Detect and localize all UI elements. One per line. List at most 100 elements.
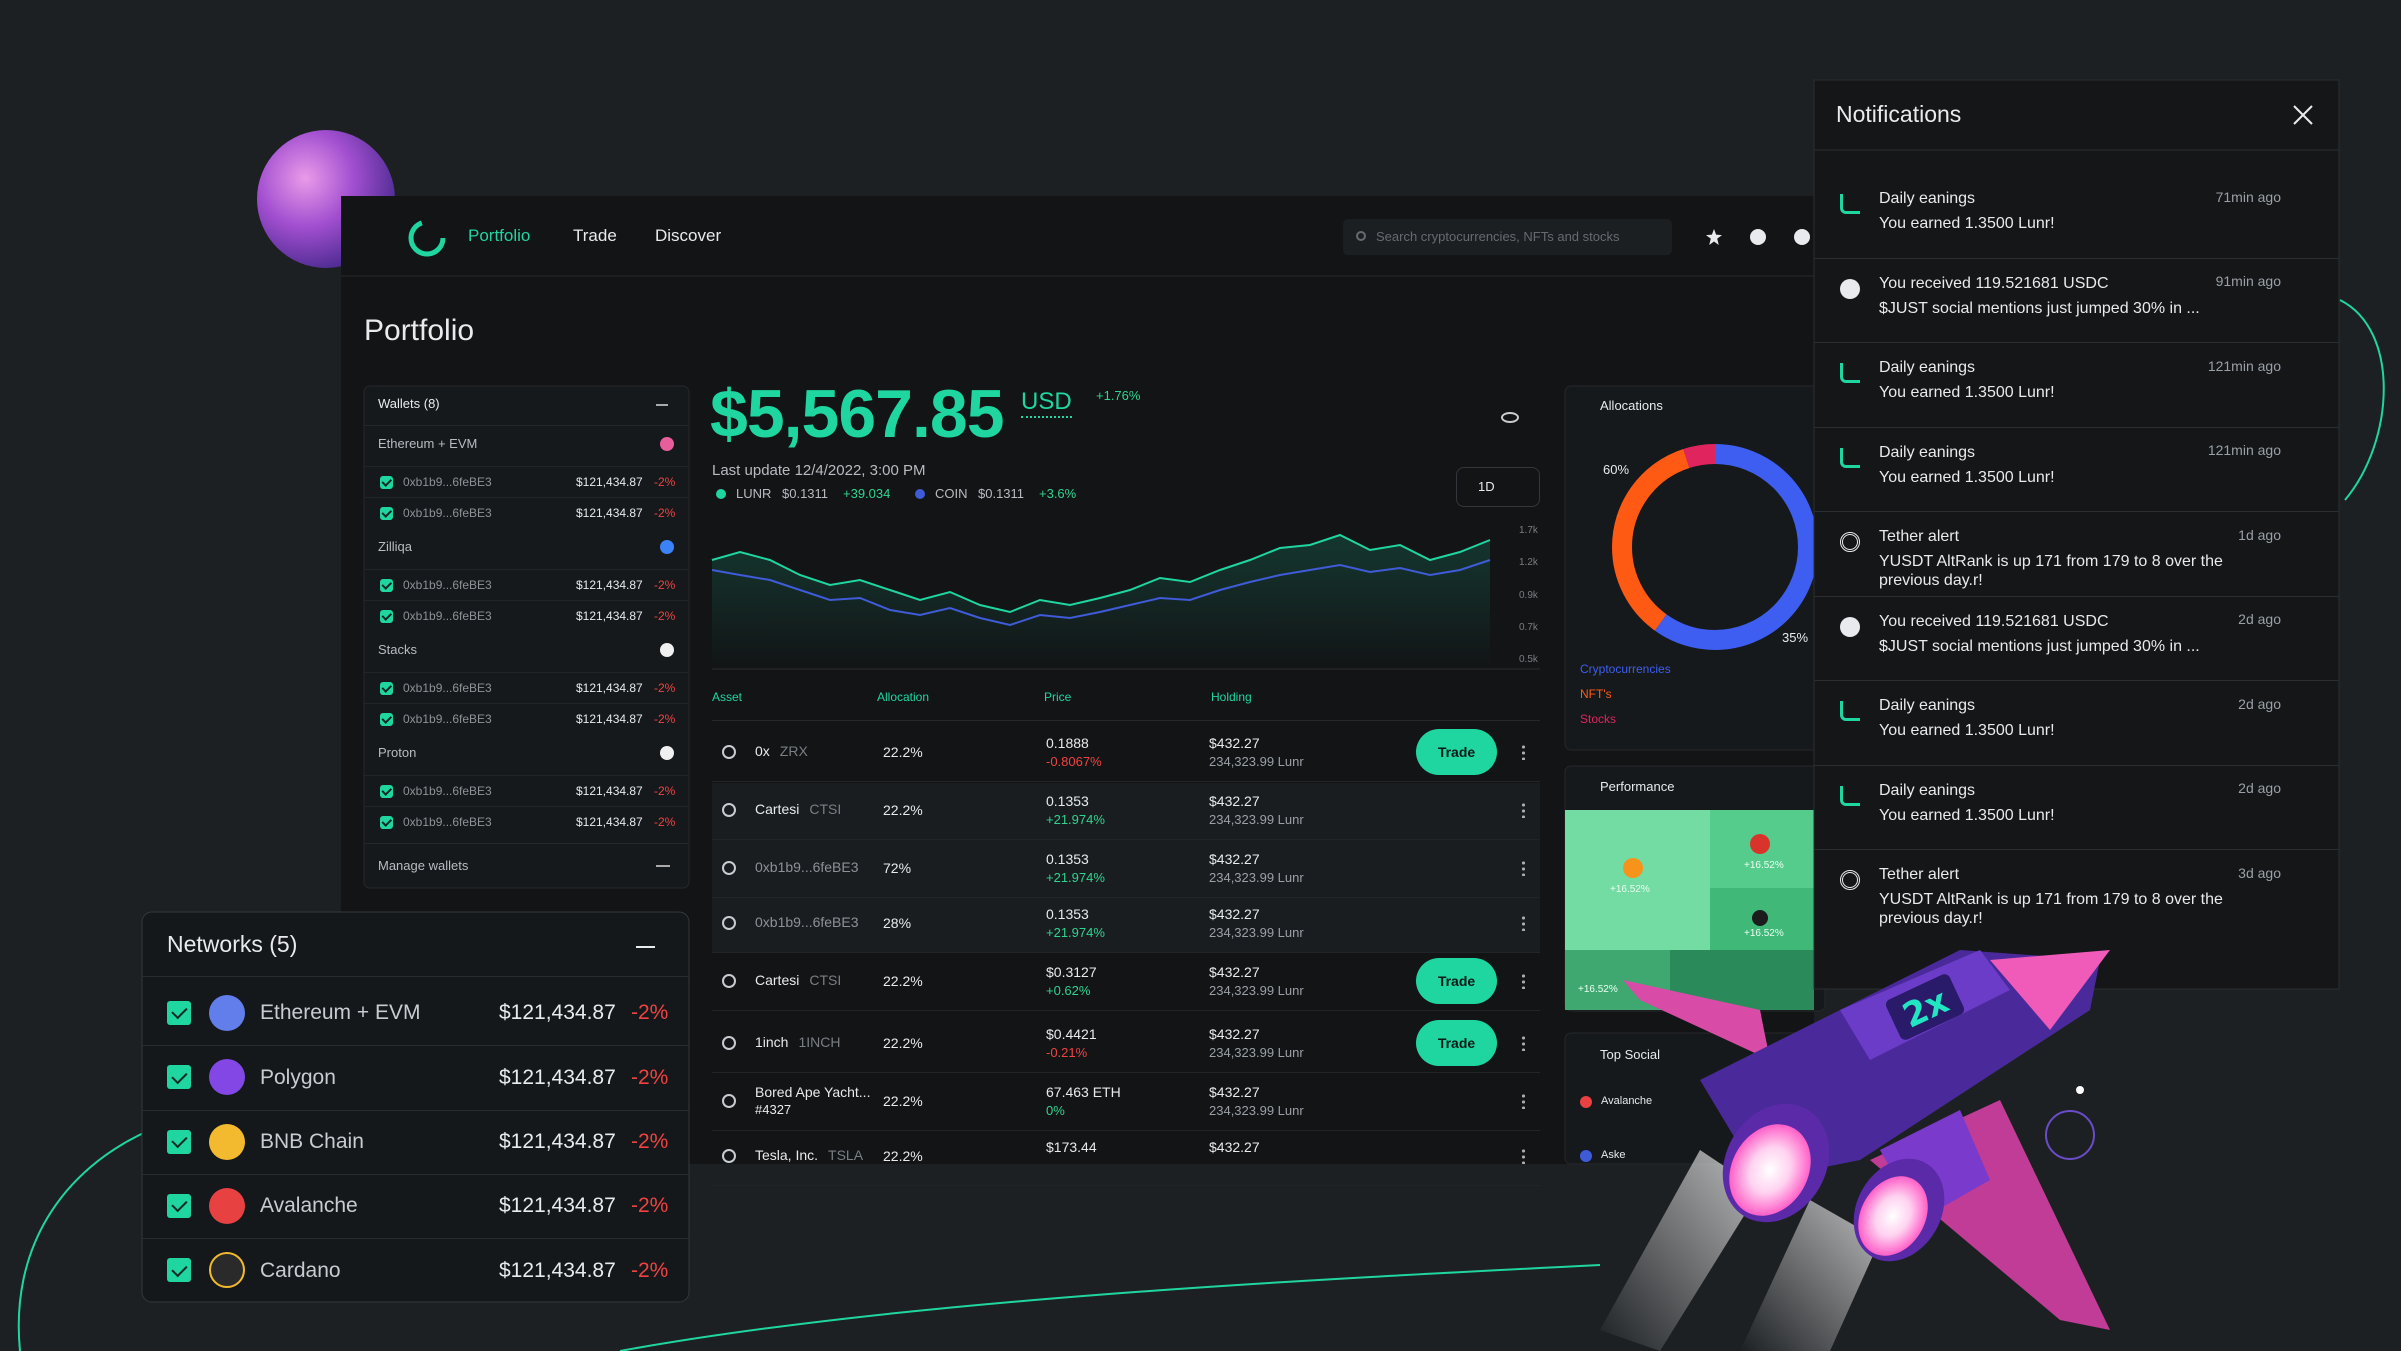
collapse-icon[interactable] bbox=[656, 404, 668, 406]
asset-holding-sub: 234,323.99 Lunr bbox=[1209, 812, 1304, 828]
notification-icon bbox=[1840, 701, 1860, 721]
more-icon[interactable] bbox=[1522, 915, 1525, 931]
checkbox[interactable] bbox=[380, 506, 393, 520]
allocations-title: Allocations bbox=[1600, 398, 1663, 414]
wallet-value: $121,434.87 bbox=[576, 608, 643, 623]
divider bbox=[712, 720, 1540, 721]
trade-label[interactable]: Trade bbox=[1437, 1035, 1476, 1051]
collapse-icon[interactable] bbox=[636, 946, 655, 948]
checkbox[interactable] bbox=[380, 609, 393, 623]
trade-button[interactable]: Trade bbox=[1416, 729, 1497, 775]
divider bbox=[712, 839, 1540, 840]
header-icon[interactable] bbox=[1750, 229, 1766, 245]
more-icon[interactable] bbox=[1522, 973, 1525, 989]
asset-holding-sub: 234,323.99 Lunr bbox=[1209, 870, 1304, 886]
performance-title: Performance bbox=[1600, 779, 1675, 795]
divider bbox=[712, 781, 1540, 782]
legend-price: $0.1311 bbox=[978, 486, 1025, 502]
divider bbox=[364, 806, 689, 807]
asset-name-text: 0x bbox=[755, 743, 770, 759]
allocation-legend: Stocks bbox=[1580, 711, 1617, 726]
checkbox[interactable] bbox=[380, 784, 393, 798]
checkbox[interactable] bbox=[167, 1258, 191, 1283]
nav-item[interactable]: Discover bbox=[655, 225, 722, 245]
network-change: -2% bbox=[631, 1258, 669, 1282]
asset-ticker: TSLA bbox=[828, 1147, 864, 1163]
legend-change: +3.6% bbox=[1039, 486, 1077, 502]
more-icon[interactable] bbox=[1522, 802, 1525, 818]
asset-holding: $432.27 bbox=[1209, 734, 1260, 751]
checkbox[interactable] bbox=[380, 712, 393, 726]
wallet-change: -2% bbox=[654, 474, 676, 489]
asset-name-text: Tesla, Inc. bbox=[755, 1147, 819, 1163]
notification-body: YUSDT AltRank is up 171 from 179 to 8 ov… bbox=[1879, 891, 2223, 928]
sparkle bbox=[2076, 1086, 2084, 1094]
wallet-value: $121,434.87 bbox=[576, 680, 643, 695]
more-icon[interactable] bbox=[1522, 860, 1525, 876]
wallet-value: $121,434.87 bbox=[576, 783, 643, 798]
checkbox[interactable] bbox=[167, 1001, 191, 1025]
notification-body: You earned 1.3500 Lunr! bbox=[1879, 722, 2055, 739]
notification-time: 121min ago bbox=[2207, 442, 2281, 459]
chart-line-lunr bbox=[711, 533, 1491, 614]
asset-icon bbox=[722, 803, 736, 817]
asset-icon bbox=[722, 916, 736, 930]
checkbox[interactable] bbox=[167, 1129, 191, 1154]
divider bbox=[1814, 511, 2339, 512]
network-value: $121,434.87 bbox=[499, 1130, 616, 1153]
balance-currency: USD bbox=[1021, 388, 1072, 419]
trade-button[interactable]: Trade bbox=[1416, 958, 1497, 1004]
checkbox[interactable] bbox=[380, 681, 393, 695]
wallet-group-name: Stacks bbox=[378, 642, 418, 658]
notification-time: 91min ago bbox=[2215, 273, 2281, 290]
asset-ticker: CTSI bbox=[809, 972, 842, 988]
asset-price: 0.1353 bbox=[1046, 905, 1089, 922]
network-icon bbox=[209, 1123, 245, 1160]
rocket-engine-glow bbox=[1729, 1124, 1811, 1216]
more-icon[interactable] bbox=[1522, 1093, 1525, 1109]
search-box[interactable] bbox=[1343, 219, 1672, 255]
nav-item[interactable]: Portfolio bbox=[468, 225, 531, 245]
table-header: Holding bbox=[1211, 689, 1252, 704]
social-item: Avalanche bbox=[1601, 1095, 1653, 1108]
more-icon[interactable] bbox=[1522, 744, 1525, 760]
range-select[interactable] bbox=[1456, 467, 1540, 507]
trade-button[interactable]: Trade bbox=[1416, 1020, 1497, 1066]
notification-title: You received 119.521681 USDC bbox=[1879, 274, 2109, 292]
checkbox[interactable] bbox=[380, 815, 393, 829]
network-name: Cardano bbox=[260, 1258, 341, 1282]
notification-title: Daily eanings bbox=[1879, 443, 1976, 461]
more-icon[interactable] bbox=[1522, 1035, 1525, 1051]
wallet-address: 0xb1b9...6feBE3 bbox=[403, 680, 492, 695]
trade-label[interactable]: Trade bbox=[1437, 744, 1476, 760]
nav-item[interactable]: Trade bbox=[573, 225, 617, 245]
asset-price-change: -0.8067% bbox=[1046, 754, 1102, 770]
notification-body: You earned 1.3500 Lunr! bbox=[1879, 806, 2055, 824]
decor-curve bbox=[619, 1264, 1601, 1351]
checkbox[interactable] bbox=[167, 1065, 191, 1090]
divider bbox=[712, 1072, 1540, 1073]
wallet-address: 0xb1b9...6feBE3 bbox=[403, 577, 492, 592]
asset-holding: $432.27 bbox=[1209, 1025, 1260, 1042]
rocket-engine-glow bbox=[1858, 1176, 1928, 1256]
more-icon[interactable] bbox=[1522, 1148, 1525, 1164]
checkbox[interactable] bbox=[167, 1193, 191, 1218]
asset-name-text: Cartesi bbox=[755, 972, 800, 988]
wallet-change: -2% bbox=[654, 814, 676, 829]
wallet-change: -2% bbox=[654, 783, 676, 798]
checkbox[interactable] bbox=[380, 475, 393, 489]
asset-price: 0.1353 bbox=[1046, 850, 1089, 867]
trade-label[interactable]: Trade bbox=[1437, 973, 1476, 989]
asset-price-change: +0.62% bbox=[1046, 983, 1091, 999]
chart-y-label: 1.7k bbox=[1519, 525, 1538, 536]
close-icon[interactable] bbox=[2293, 105, 2313, 125]
notification-title: Daily eanings bbox=[1879, 781, 1976, 799]
eye-icon[interactable] bbox=[1501, 412, 1519, 423]
checkbox[interactable] bbox=[380, 578, 393, 592]
rocket-badge bbox=[1885, 974, 1965, 1040]
arrow-icon[interactable] bbox=[656, 865, 670, 867]
notification-time: 121min ago bbox=[2207, 357, 2281, 374]
header-icon[interactable] bbox=[1794, 229, 1810, 245]
manage-wallets[interactable]: Manage wallets bbox=[378, 858, 469, 874]
